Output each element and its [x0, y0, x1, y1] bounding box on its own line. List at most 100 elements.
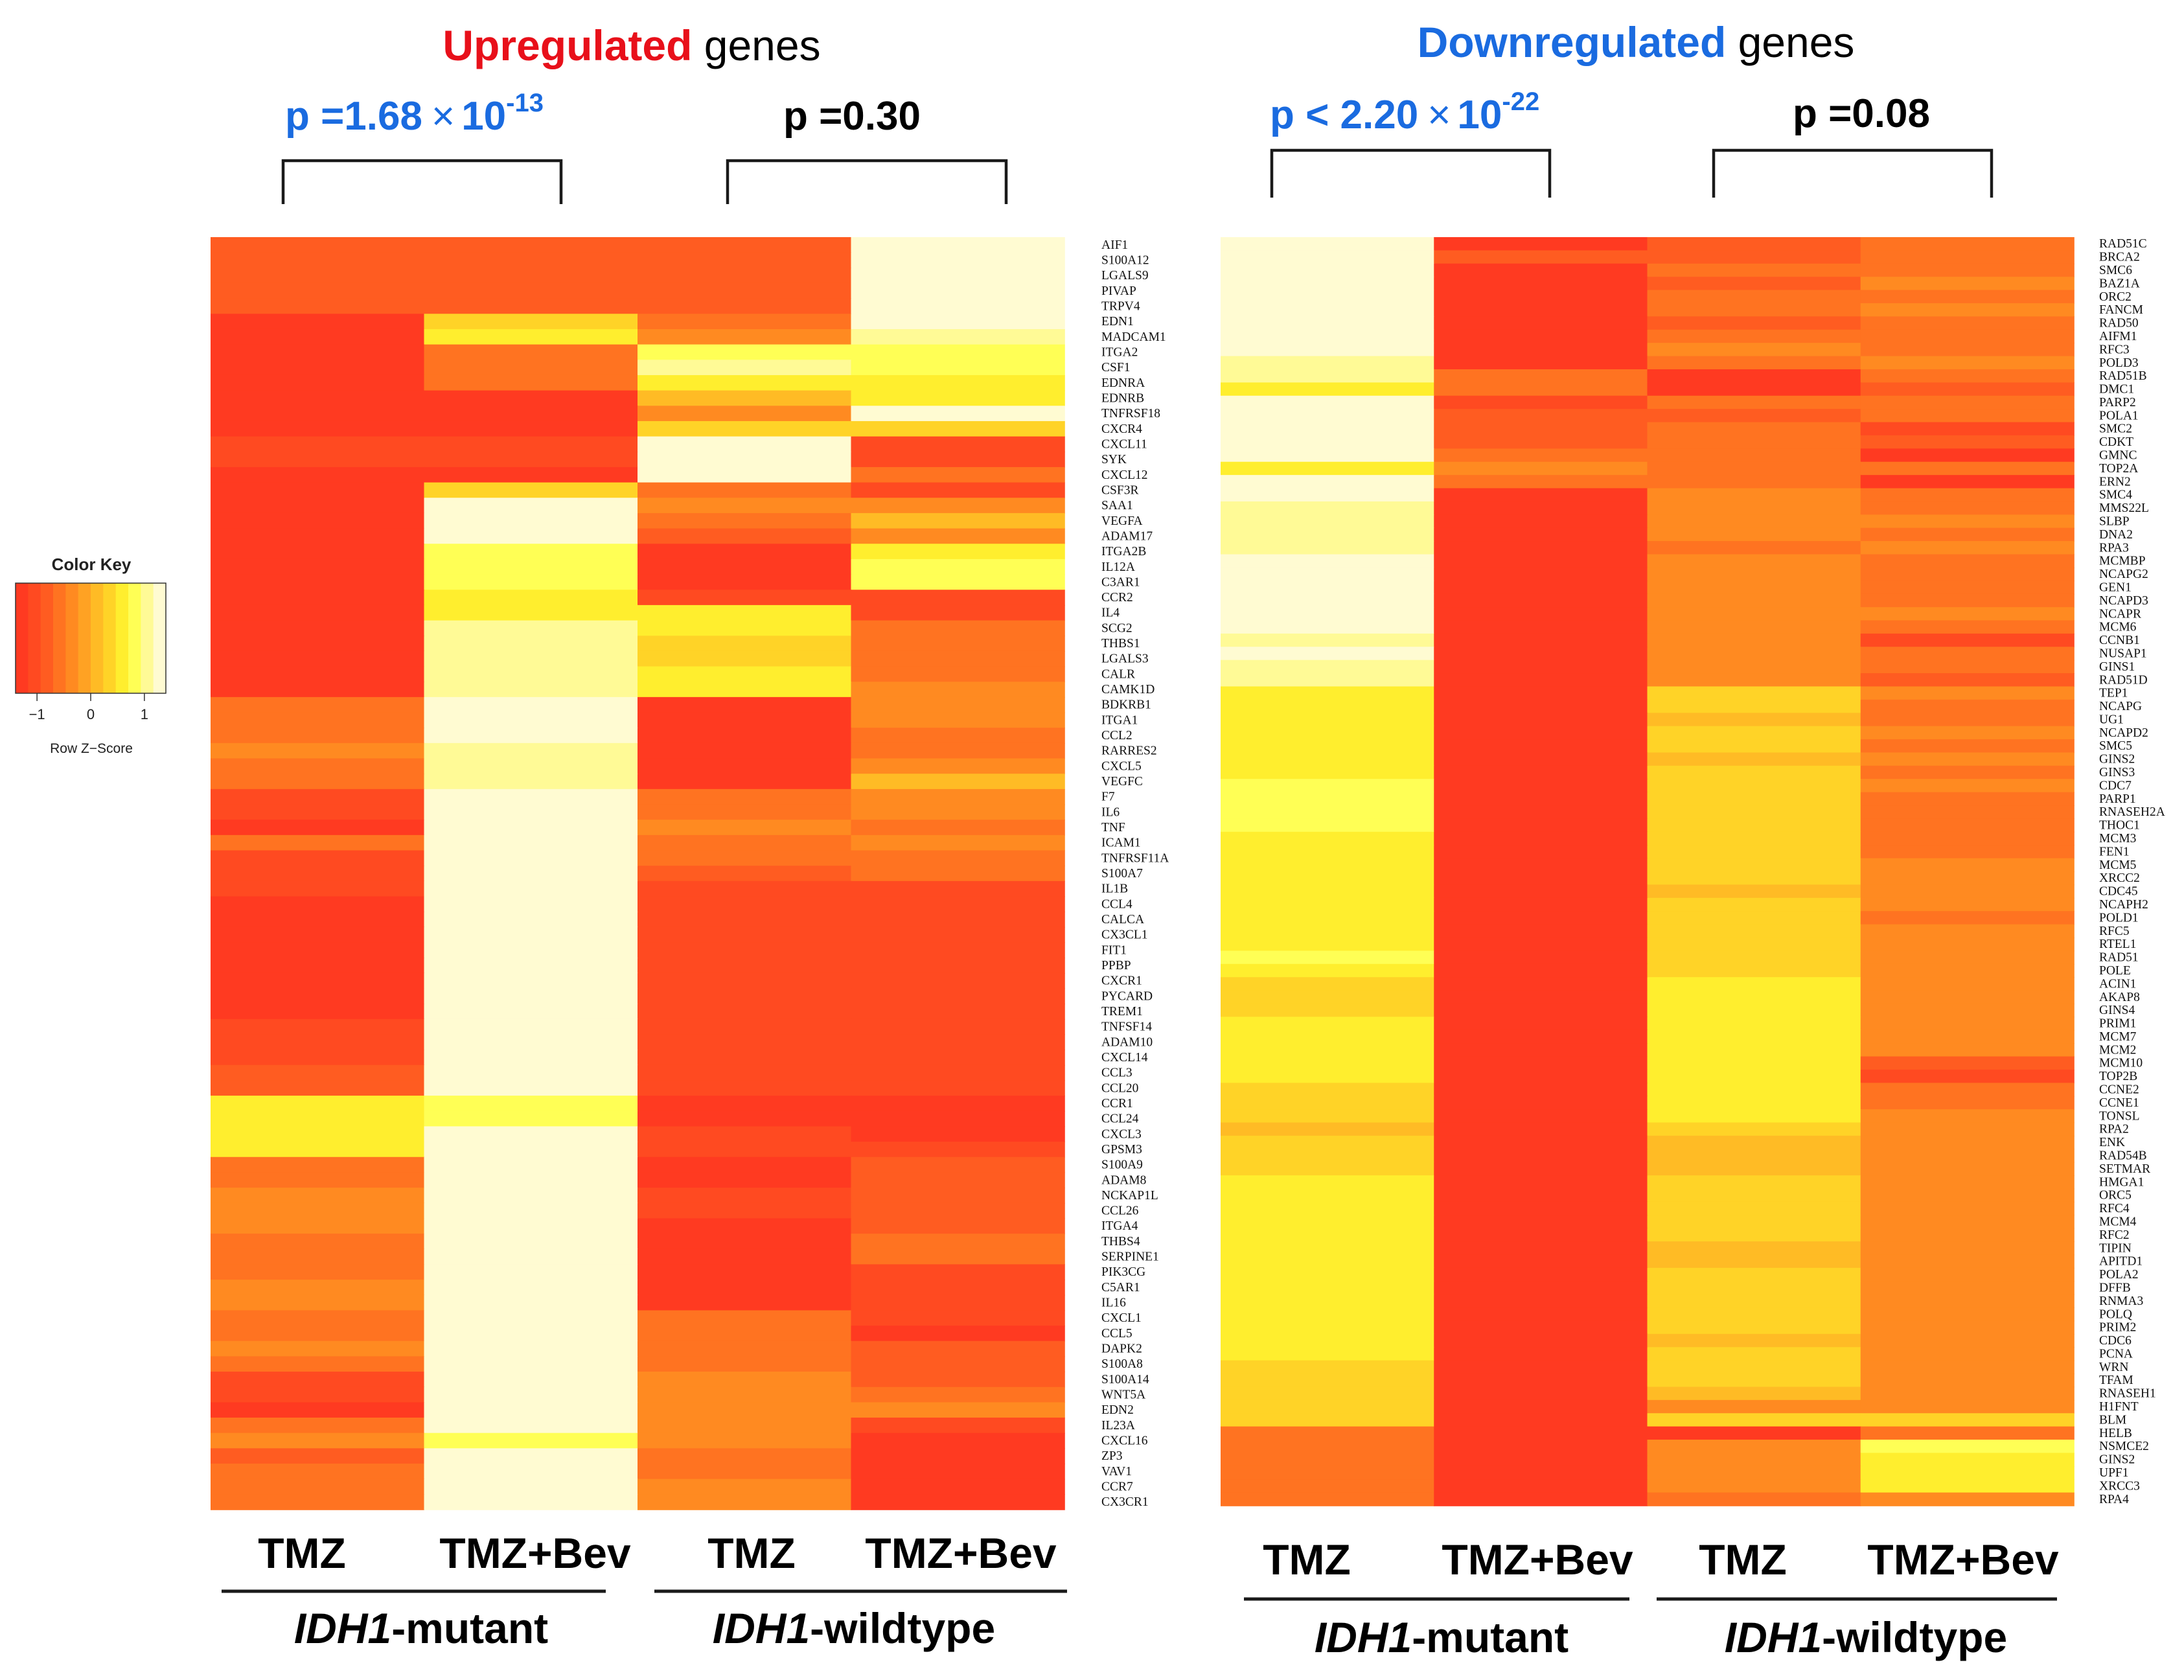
- gene-label: NCAPD3: [2099, 594, 2148, 608]
- gene-label: POLE: [2099, 964, 2131, 978]
- heatmap-cell: [211, 866, 425, 882]
- color-key-swatch: [153, 583, 167, 693]
- heatmap-cell: [851, 452, 1065, 468]
- heatmap-cell: [211, 436, 425, 453]
- heatmap-cell: [1434, 1426, 1648, 1440]
- gene-label: CCR1: [1101, 1097, 1133, 1110]
- heatmap-cell: [638, 1018, 852, 1035]
- heatmap-cell: [1434, 963, 1648, 978]
- heatmap-cell: [1221, 726, 1435, 740]
- heatmap-cell: [1647, 633, 1861, 648]
- gene-label: VAV1: [1101, 1465, 1132, 1479]
- heatmap-cell: [424, 1202, 638, 1219]
- heatmap-cell: [424, 1448, 638, 1464]
- gene-label: CDC6: [2099, 1334, 2132, 1348]
- heatmap-cell: [1860, 1188, 2075, 1202]
- heatmap-cell: [424, 328, 638, 345]
- gene-label: IL4: [1101, 606, 1120, 620]
- heatmap-cell: [211, 1126, 425, 1142]
- heatmap-cell: [211, 1018, 425, 1035]
- gene-label: RAD51B: [2099, 369, 2147, 383]
- heatmap-cell: [424, 1372, 638, 1388]
- p-value-prefix: p =0.30: [783, 94, 921, 139]
- heatmap-cell: [424, 268, 638, 284]
- heatmap-cell: [424, 1248, 638, 1265]
- heatmap-cell: [638, 834, 852, 851]
- heatmap-cell: [1860, 1466, 2075, 1480]
- gene-label: CDC7: [2099, 779, 2132, 792]
- gene-label: UPF1: [2099, 1466, 2129, 1480]
- heatmap-cell: [1647, 924, 1861, 938]
- p-value-exponent: -13: [506, 89, 544, 117]
- heatmap-cell: [424, 850, 638, 866]
- heatmap-cell: [851, 1018, 1065, 1035]
- heatmap-cell: [211, 1034, 425, 1050]
- heatmap-cell: [1647, 937, 1861, 952]
- heatmap-cell: [1434, 752, 1648, 766]
- column-label: TMZ+Bev: [1867, 1536, 2059, 1583]
- heatmap-cell: [1434, 581, 1648, 595]
- gene-label: GPSM3: [1101, 1143, 1142, 1156]
- heatmap-cell: [1647, 581, 1861, 595]
- heatmap-cell: [1221, 1149, 1435, 1163]
- heatmap-cell: [1221, 1453, 1435, 1467]
- heatmap-cell: [211, 466, 425, 483]
- heatmap-cell: [211, 282, 425, 299]
- heatmap-cell: [1221, 1201, 1435, 1216]
- gene-label: MCM3: [2099, 832, 2136, 846]
- gene-label: S100A7: [1101, 867, 1143, 880]
- gene-label: TREM1: [1101, 1005, 1143, 1018]
- heatmap-cell: [1647, 527, 1861, 542]
- gene-label: TIPIN: [2099, 1241, 2132, 1255]
- heatmap-cell: [638, 1218, 852, 1234]
- heatmap-cell: [424, 252, 638, 269]
- heatmap-cell: [1434, 1440, 1648, 1454]
- heatmap-cell: [424, 728, 638, 744]
- heatmap-cell: [1434, 1307, 1648, 1322]
- heatmap-downregulated: [1221, 237, 2075, 1506]
- heatmap-cell: [638, 1156, 852, 1173]
- heatmap-cell: [424, 682, 638, 698]
- heatmap-cell: [424, 696, 638, 713]
- gene-label: XRCC2: [2099, 871, 2140, 885]
- heatmap-cell: [1860, 263, 2075, 277]
- column-label: TMZ: [258, 1529, 346, 1577]
- heatmap-cell: [211, 1341, 425, 1357]
- heatmap-cell: [211, 1004, 425, 1020]
- gene-label: BLM: [2099, 1413, 2126, 1427]
- gene-label: TEP1: [2099, 687, 2128, 700]
- heatmap-cell: [638, 1080, 852, 1096]
- heatmap-cell: [1221, 963, 1435, 978]
- heatmap-cell: [424, 1218, 638, 1234]
- gene-label: RTEL1: [2099, 938, 2136, 951]
- heatmap-cell: [851, 912, 1065, 928]
- heatmap-cell: [1647, 435, 1861, 450]
- heatmap-cell: [1860, 395, 2075, 409]
- heatmap-cell: [1434, 699, 1648, 714]
- group-suffix: -mutant: [1412, 1613, 1569, 1661]
- heatmap-cell: [1221, 1466, 1435, 1480]
- gene-label: RAD54B: [2099, 1149, 2147, 1163]
- heatmap-cell: [1860, 1162, 2075, 1176]
- heatmap-cell: [1860, 699, 2075, 714]
- heatmap-cell: [424, 620, 638, 637]
- heatmap-cell: [851, 1494, 1065, 1510]
- heatmap-cell: [851, 1096, 1065, 1112]
- color-key-tick-label: 0: [87, 706, 95, 722]
- heatmap-cell: [1647, 1228, 1861, 1242]
- heatmap-cell: [1647, 805, 1861, 820]
- heatmap-cell: [638, 1464, 852, 1480]
- heatmap-cell: [1221, 897, 1435, 912]
- heatmap-cell: [1860, 448, 2075, 463]
- heatmap-cell: [211, 314, 425, 330]
- gene-label: RPA2: [2099, 1123, 2129, 1136]
- heatmap-cell: [424, 1080, 638, 1096]
- heatmap-cell: [638, 666, 852, 683]
- heatmap-cell: [211, 666, 425, 683]
- heatmap-cell: [1434, 858, 1648, 872]
- heatmap-cell: [638, 237, 852, 253]
- gene-label: MCM6: [2099, 621, 2137, 634]
- color-key-swatch: [141, 583, 154, 693]
- group-label-mutant: IDH1-mutant: [1315, 1613, 1569, 1661]
- heatmap-cell: [1221, 1267, 1435, 1282]
